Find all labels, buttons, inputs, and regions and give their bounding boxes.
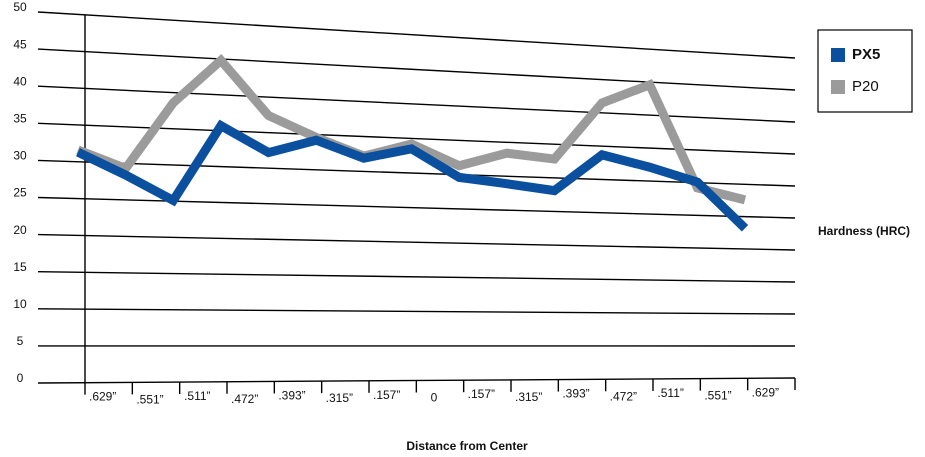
x-tick-label: .157” — [468, 387, 495, 401]
y-tick-label: 0 — [17, 371, 24, 385]
x-tick-label: .472” — [610, 389, 637, 403]
grid-line — [37, 48, 796, 91]
x-tick-label: .511” — [657, 386, 683, 400]
y-tick-label: 50 — [13, 0, 27, 14]
x-tick-label: .315” — [515, 390, 542, 404]
grid-line — [37, 233, 796, 251]
grid-line — [37, 85, 796, 123]
x-tick-label: .393” — [278, 388, 305, 402]
x-tick-label: .551” — [704, 389, 731, 403]
grid-line — [37, 159, 796, 187]
grid-line — [37, 11, 796, 59]
y-tick-label: 30 — [13, 149, 27, 163]
y-tick-label: 5 — [17, 334, 24, 348]
y-axis-label: Hardness (HRC) — [818, 224, 910, 238]
grid-line — [37, 196, 796, 219]
x-tick-label: .511” — [184, 389, 210, 403]
series-line — [76, 54, 747, 205]
x-tick-label: .551” — [136, 392, 163, 406]
grid-line — [37, 308, 796, 315]
x-tick-label: 0 — [431, 391, 438, 405]
y-tick-label: 35 — [13, 111, 27, 125]
grid-line — [37, 271, 796, 283]
grid-line — [37, 122, 796, 155]
legend-swatch — [831, 80, 845, 94]
y-tick-label: 45 — [13, 37, 27, 51]
legend-label: PX5 — [852, 46, 880, 63]
series-line — [76, 119, 749, 232]
y-tick-label: 10 — [13, 297, 27, 311]
x-tick-label: .472” — [231, 392, 258, 406]
x-tick-label: .629” — [752, 385, 779, 399]
legend-box — [817, 29, 913, 113]
x-tick-label: .629” — [89, 390, 116, 404]
x-axis-label: Distance from Center — [406, 439, 528, 453]
y-tick-label: 40 — [13, 74, 27, 88]
x-tick-label: .393” — [562, 387, 589, 401]
y-tick-label: 15 — [13, 260, 27, 274]
x-tick-label: .157” — [373, 388, 400, 402]
y-tick-label: 25 — [13, 186, 27, 200]
legend-swatch — [831, 48, 845, 62]
x-tick-label: .315” — [326, 391, 353, 405]
y-tick-label: 20 — [13, 223, 27, 237]
legend-label: P20 — [852, 78, 879, 95]
grid-line — [37, 377, 796, 384]
